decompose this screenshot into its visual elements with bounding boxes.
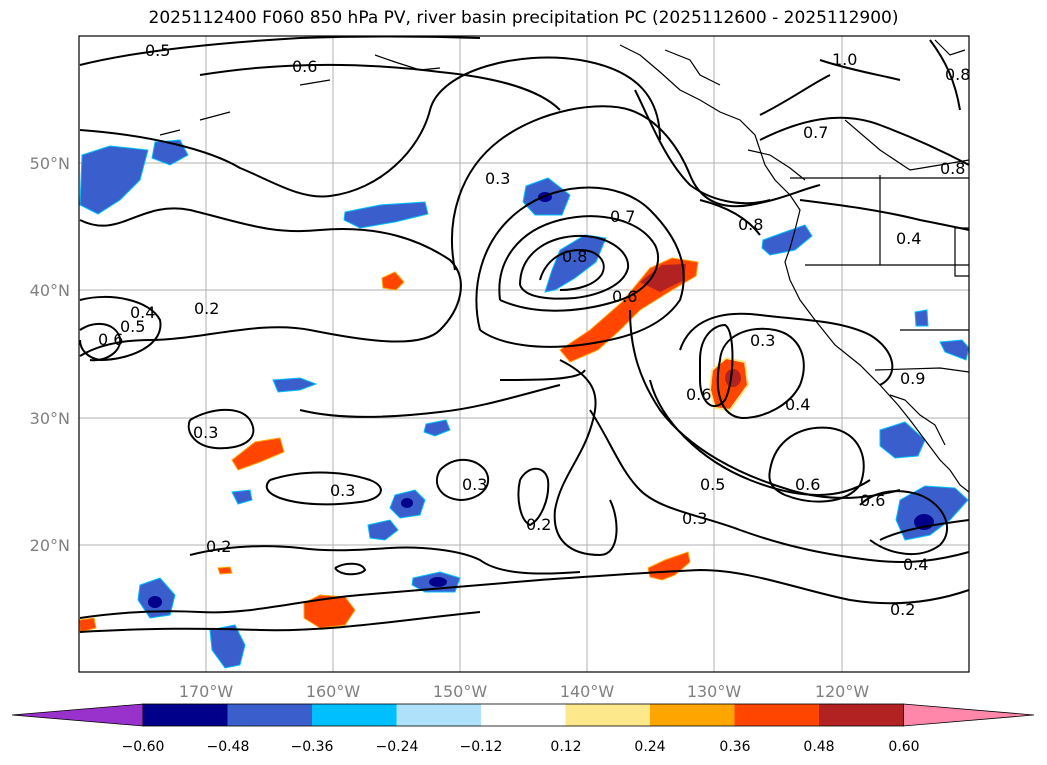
longitude-label: 140°W (560, 682, 615, 701)
precip-blob (303, 594, 356, 629)
contour-label: 0.7 (610, 207, 635, 226)
precip-blob (429, 577, 447, 587)
contour-label: 0.2 (194, 299, 219, 318)
colorbar-tick: 0.36 (719, 739, 750, 755)
colorbar-segment (312, 704, 397, 726)
precip-blob (401, 498, 413, 508)
colorbar-tick: −0.48 (207, 739, 250, 755)
latitude-label: 50°N (30, 154, 70, 173)
latitude-label: 40°N (30, 281, 70, 300)
contour-label: 1.0 (832, 50, 857, 69)
precip-blob (343, 201, 429, 229)
longitude-label: 130°W (687, 682, 742, 701)
precip-blob (272, 377, 318, 393)
contour-label: 0.6 (860, 491, 885, 510)
precip-blob (725, 369, 741, 387)
contour-label: 0.5 (145, 41, 170, 60)
precip-blob (640, 264, 686, 292)
colorbar-segment (481, 704, 566, 726)
longitude-label: 170°W (179, 682, 234, 701)
colorbar-tick: 0.12 (550, 739, 581, 755)
precip-blob (231, 489, 253, 505)
colorbar-tick: −0.12 (460, 739, 503, 755)
colorbar-tick: 0.48 (803, 739, 834, 755)
contour-label: 0.6 (795, 475, 820, 494)
map-title: 2025112400 F060 850 hPa PV, river basin … (148, 8, 899, 28)
colorbar-tick: −0.24 (376, 739, 419, 755)
precip-blob (761, 224, 813, 256)
colorbar-tick: −0.36 (291, 739, 334, 755)
contour-label: 0.4 (785, 395, 810, 414)
contour-label: 0.2 (526, 515, 551, 534)
contour-labels: 0.5 0.6 1.0 0.8 0.3 0.7 0.8 0.7 0.8 0.8 … (98, 41, 970, 619)
precip-blob (209, 624, 246, 669)
contour-label: 0.4 (130, 303, 155, 322)
contour-label: 0.4 (896, 229, 921, 248)
precip-blob (151, 139, 189, 166)
contour-label: 0.3 (682, 509, 707, 528)
colorbar-segment (227, 704, 312, 726)
contour-label: 0.8 (945, 65, 970, 84)
colorbar-segment (396, 704, 481, 726)
longitude-label: 150°W (433, 682, 488, 701)
precip-blob (231, 437, 285, 471)
contour-label: 0.9 (900, 369, 925, 388)
latitude-label: 30°N (30, 409, 70, 428)
contour-label: 0.6 (612, 287, 637, 306)
precip-blob (914, 309, 929, 327)
colorbar-segment (734, 704, 819, 726)
colorbar-outline (142, 703, 904, 727)
precip-blob (79, 145, 149, 215)
colorbar-tick: 0.24 (634, 739, 665, 755)
longitude-label: 160°W (306, 682, 361, 701)
precip-blob (939, 339, 970, 361)
colorbar-segment (565, 704, 650, 726)
contour-label: 0.7 (803, 123, 828, 142)
contour-label: 0.3 (193, 423, 218, 442)
contour-label: 0.3 (750, 331, 775, 350)
colorbar-extend-max (903, 703, 1035, 727)
colorbar-tick: −0.60 (122, 739, 165, 755)
colorbar-segment (819, 704, 904, 726)
contour-label: 0.2 (206, 537, 231, 556)
precip-blob (879, 421, 926, 459)
contour-label: 0.6 (98, 330, 123, 349)
longitude-labels: 170°W 160°W 150°W 140°W 130°W 120°W (179, 682, 870, 701)
precip-blob (367, 519, 399, 541)
colorbar-segment (143, 704, 228, 726)
colorbar-segments (11, 703, 1035, 727)
precip-shading (78, 139, 970, 669)
contour-label: 0.4 (903, 555, 928, 574)
colorbar-ticks: −0.60 −0.48 −0.36 −0.24 −0.12 0.12 0.24 … (122, 739, 920, 755)
contour-label: 0.6 (686, 385, 711, 404)
contour-label: 0.3 (462, 475, 487, 494)
contour-label: 0.2 (890, 600, 915, 619)
contour-label: 0.8 (940, 159, 965, 178)
contour-label: 0.6 (292, 57, 317, 76)
coastlines (159, 39, 970, 493)
contour-label: 0.8 (738, 215, 763, 234)
precip-blob (381, 271, 405, 291)
precip-blob (78, 617, 97, 633)
contour-label: 0.5 (120, 317, 145, 336)
precip-blob (148, 596, 162, 608)
colorbar-extend-min (11, 703, 144, 727)
longitude-label: 120°W (815, 682, 870, 701)
precip-blob (423, 419, 451, 437)
colorbar-tick: 0.60 (888, 739, 919, 755)
colorbar-segment (650, 704, 735, 726)
contour-label: 0.5 (700, 475, 725, 494)
contour-label: 0.8 (562, 247, 587, 266)
precip-blob (895, 485, 969, 541)
contour-label: 0.3 (330, 481, 355, 500)
latitude-label: 20°N (30, 536, 70, 555)
map-frame (78, 35, 970, 673)
pv-contours (79, 35, 970, 633)
contour-label: 0.3 (485, 169, 510, 188)
map-background (79, 36, 969, 672)
precip-blob (217, 566, 233, 575)
colorbar: −0.60 −0.48 −0.36 −0.24 −0.12 0.12 0.24 … (11, 703, 1035, 755)
latitude-labels: 50°N 40°N 30°N 20°N (30, 154, 70, 555)
